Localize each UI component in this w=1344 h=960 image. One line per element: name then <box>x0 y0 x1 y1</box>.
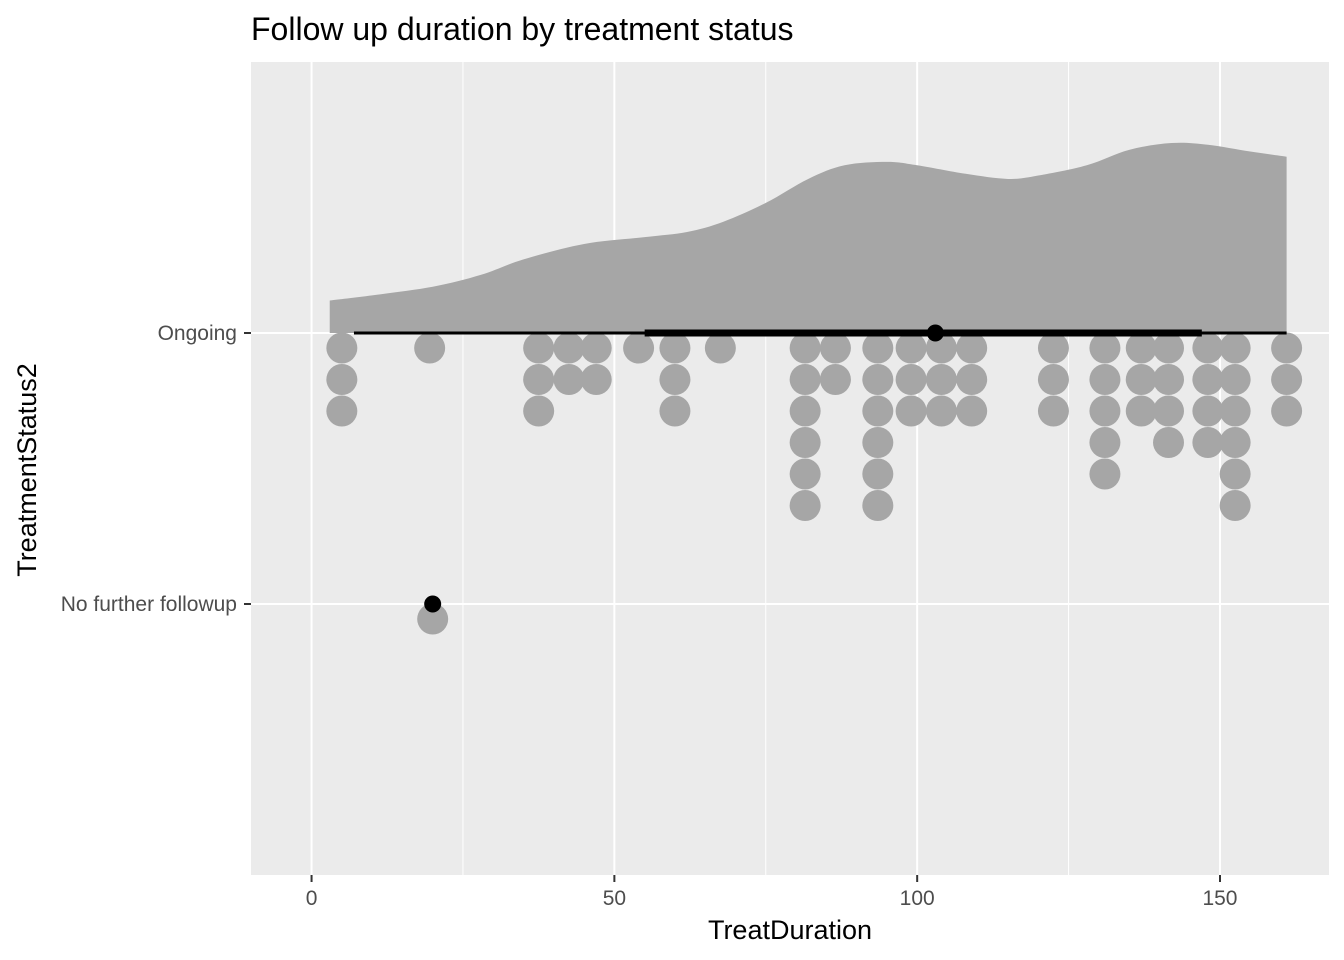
dot <box>895 332 927 364</box>
dot <box>523 332 555 364</box>
dot <box>1037 364 1069 395</box>
dot <box>580 364 612 395</box>
dot <box>819 332 851 364</box>
dot <box>1153 332 1185 364</box>
dot <box>623 332 655 364</box>
dot <box>1219 364 1251 395</box>
dot <box>1089 364 1121 395</box>
dot <box>1089 427 1121 458</box>
dot <box>789 490 821 521</box>
dot <box>1125 364 1157 395</box>
dot <box>659 395 691 427</box>
dot <box>704 332 736 364</box>
dot <box>1037 332 1069 364</box>
dot <box>523 364 555 395</box>
chart-title: Follow up duration by treatment status <box>251 11 794 47</box>
dot-layer <box>326 332 1303 635</box>
dot <box>895 364 927 395</box>
dot <box>1271 364 1303 395</box>
dot <box>553 364 585 395</box>
y-tick-label: Ongoing <box>158 322 237 345</box>
dot <box>417 603 449 635</box>
x-tick-label: 100 <box>900 887 935 910</box>
dot <box>1219 490 1251 521</box>
dot <box>789 395 821 427</box>
x-axis: 0 50 100 150 <box>306 875 1238 910</box>
dot <box>789 427 821 458</box>
dot <box>580 332 612 364</box>
dot <box>326 395 358 427</box>
dot <box>326 364 358 395</box>
dot <box>789 458 821 490</box>
dot <box>1153 427 1185 458</box>
dot <box>1125 332 1157 364</box>
dot <box>925 395 957 427</box>
dot <box>659 364 691 395</box>
dot <box>1219 427 1251 458</box>
dot <box>789 332 821 364</box>
dot <box>956 395 988 427</box>
dot <box>956 332 988 364</box>
point-estimate <box>926 324 944 342</box>
dot <box>523 395 555 427</box>
dot <box>862 395 894 427</box>
dot <box>1192 332 1224 364</box>
dot <box>1089 332 1121 364</box>
dot <box>862 427 894 458</box>
dot <box>1089 458 1121 490</box>
interval-layer <box>353 324 1287 613</box>
dot <box>862 490 894 521</box>
x-tick-label: 0 <box>306 887 318 910</box>
density-area <box>329 142 1287 333</box>
dot <box>1192 427 1224 458</box>
dot <box>1192 364 1224 395</box>
dot <box>1125 395 1157 427</box>
x-tick-label: 150 <box>1202 887 1237 910</box>
dot <box>895 395 927 427</box>
dot <box>326 332 358 364</box>
dot <box>1153 364 1185 395</box>
dot <box>1192 395 1224 427</box>
x-tick-label: 50 <box>603 887 626 910</box>
y-axis: Ongoing No further followup <box>61 322 251 616</box>
dot <box>659 332 691 364</box>
dot <box>862 332 894 364</box>
dot <box>862 458 894 490</box>
dot <box>1153 395 1185 427</box>
density-layer <box>329 142 1287 333</box>
dot <box>553 332 585 364</box>
dot <box>1271 395 1303 427</box>
dot <box>1219 395 1251 427</box>
dot <box>1089 395 1121 427</box>
dot <box>1271 332 1303 364</box>
y-tick-label: No further followup <box>61 593 237 616</box>
dot <box>1219 458 1251 490</box>
point-estimate <box>424 595 442 613</box>
dot <box>862 364 894 395</box>
dot <box>1037 395 1069 427</box>
y-axis-title: TreatmentStatus2 <box>12 363 42 577</box>
dot <box>956 364 988 395</box>
dot <box>789 364 821 395</box>
dot <box>819 364 851 395</box>
dot <box>414 332 446 364</box>
dot <box>1219 332 1251 364</box>
dot <box>925 364 957 395</box>
x-axis-title: TreatDuration <box>708 915 872 945</box>
